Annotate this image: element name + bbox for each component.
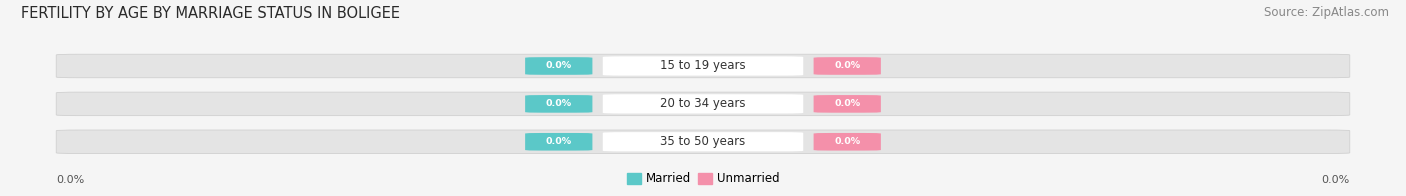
FancyBboxPatch shape [526,95,592,113]
FancyBboxPatch shape [526,133,592,151]
Text: 0.0%: 0.0% [834,99,860,108]
FancyBboxPatch shape [603,94,803,113]
Text: 0.0%: 0.0% [834,137,860,146]
Legend: Married, Unmarried: Married, Unmarried [621,168,785,190]
FancyBboxPatch shape [526,57,592,75]
Text: 15 to 19 years: 15 to 19 years [661,60,745,73]
Text: Source: ZipAtlas.com: Source: ZipAtlas.com [1264,6,1389,19]
Text: FERTILITY BY AGE BY MARRIAGE STATUS IN BOLIGEE: FERTILITY BY AGE BY MARRIAGE STATUS IN B… [21,6,401,21]
Text: 0.0%: 0.0% [834,62,860,71]
Text: 35 to 50 years: 35 to 50 years [661,135,745,148]
FancyBboxPatch shape [814,133,882,151]
Text: 20 to 34 years: 20 to 34 years [661,97,745,110]
FancyBboxPatch shape [56,130,1350,153]
FancyBboxPatch shape [603,56,803,76]
Text: 0.0%: 0.0% [56,175,84,185]
Text: 0.0%: 0.0% [546,62,572,71]
FancyBboxPatch shape [814,57,882,75]
Text: 0.0%: 0.0% [1322,175,1350,185]
FancyBboxPatch shape [814,95,882,113]
FancyBboxPatch shape [56,92,1350,116]
Text: 0.0%: 0.0% [546,137,572,146]
Text: 0.0%: 0.0% [546,99,572,108]
FancyBboxPatch shape [603,132,803,151]
FancyBboxPatch shape [56,54,1350,78]
